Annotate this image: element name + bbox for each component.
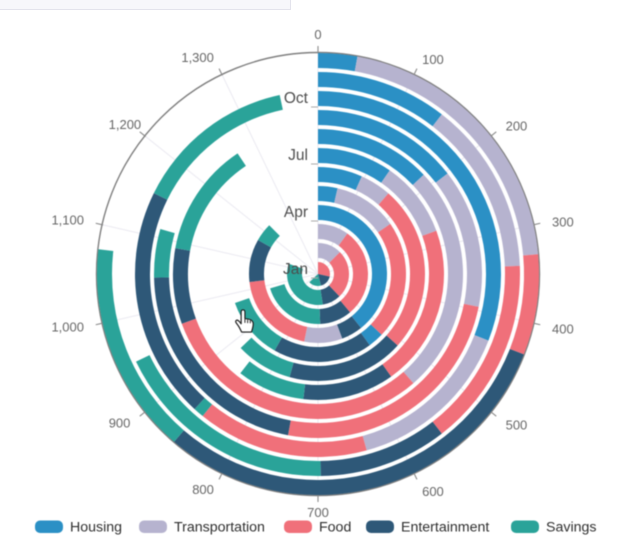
svg-text:1,200: 1,200: [109, 117, 142, 132]
svg-text:Oct: Oct: [284, 90, 309, 107]
svg-text:Jul: Jul: [288, 147, 308, 164]
svg-text:0: 0: [314, 27, 321, 42]
svg-text:Apr: Apr: [284, 204, 308, 221]
svg-text:1,100: 1,100: [51, 213, 84, 228]
svg-text:Housing: Housing: [70, 520, 122, 536]
svg-text:Transportation: Transportation: [174, 520, 265, 536]
svg-text:800: 800: [192, 482, 214, 497]
svg-text:200: 200: [506, 118, 528, 133]
svg-text:100: 100: [422, 52, 444, 67]
svg-text:500: 500: [506, 418, 528, 433]
svg-text:Savings: Savings: [546, 520, 596, 536]
svg-text:Jan: Jan: [283, 261, 308, 278]
svg-text:600: 600: [422, 484, 444, 499]
svg-text:300: 300: [552, 215, 574, 230]
svg-text:1,300: 1,300: [181, 50, 214, 65]
svg-text:900: 900: [109, 416, 131, 431]
svg-text:700: 700: [307, 505, 329, 520]
svg-text:Food: Food: [319, 520, 351, 536]
svg-text:Entertainment: Entertainment: [401, 520, 489, 536]
svg-text:400: 400: [552, 321, 574, 336]
svg-text:1,000: 1,000: [51, 319, 84, 334]
